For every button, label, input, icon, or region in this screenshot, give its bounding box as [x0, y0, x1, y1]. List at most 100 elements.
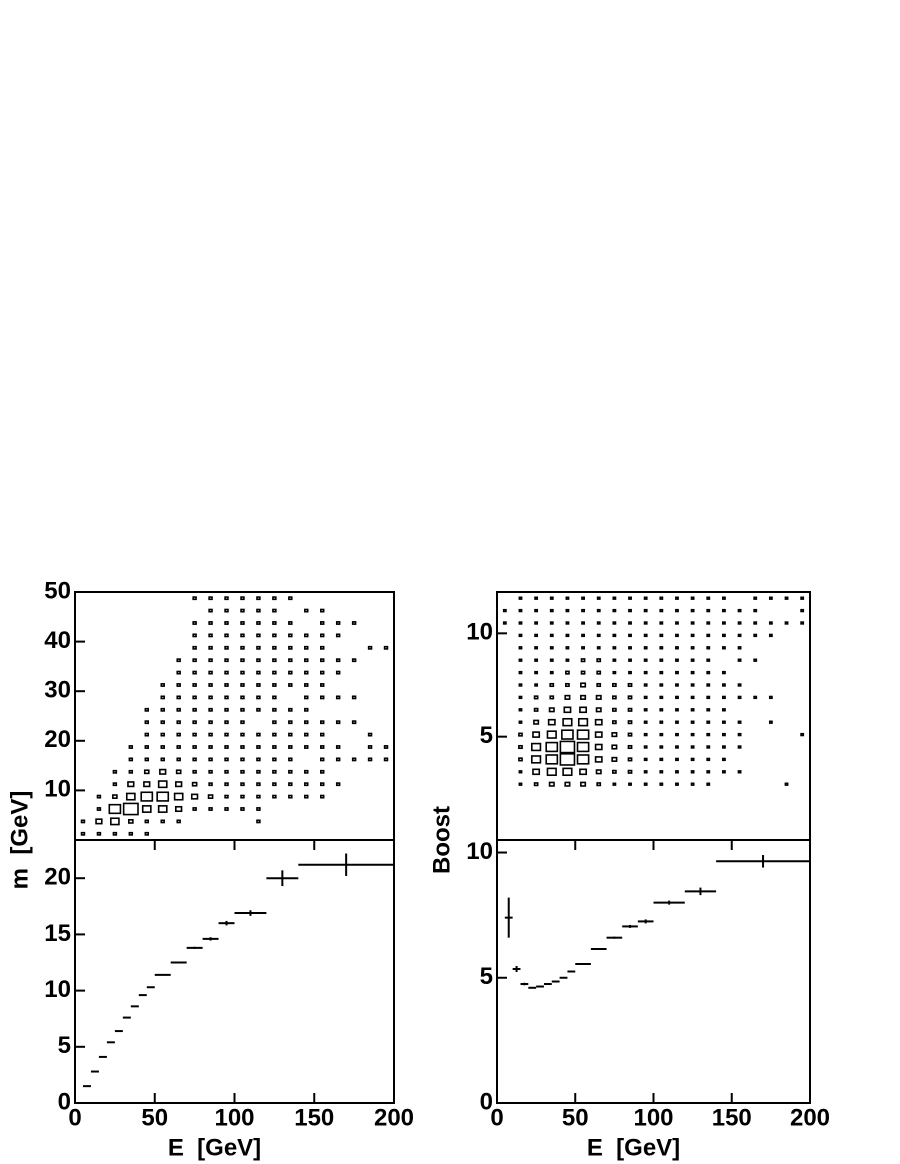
- box: [319, 732, 325, 737]
- box: [288, 732, 293, 737]
- box: [627, 732, 633, 737]
- box: [272, 670, 277, 675]
- box: [112, 769, 118, 774]
- box: [272, 720, 277, 725]
- box: [240, 658, 245, 663]
- box: [319, 695, 325, 700]
- box: [288, 621, 293, 625]
- y-tick-label: 10: [466, 838, 493, 865]
- box: [288, 782, 293, 787]
- box: [192, 695, 197, 700]
- box: [240, 807, 245, 811]
- box: [706, 770, 711, 774]
- box: [127, 819, 134, 824]
- box: [240, 695, 245, 700]
- box: [175, 781, 183, 788]
- box: [706, 720, 711, 724]
- box: [549, 646, 554, 650]
- box: [108, 803, 122, 815]
- box: [288, 645, 293, 650]
- box: [176, 695, 181, 700]
- box: [722, 621, 726, 625]
- box: [628, 646, 632, 650]
- box: [160, 819, 165, 824]
- box: [576, 754, 590, 765]
- box: [532, 731, 541, 738]
- box: [595, 769, 602, 775]
- box: [272, 732, 277, 737]
- box: [533, 782, 539, 787]
- box: [518, 621, 523, 625]
- box: [224, 633, 229, 638]
- box: [240, 608, 245, 613]
- box: [319, 621, 325, 625]
- box: [768, 596, 773, 600]
- box: [722, 633, 726, 638]
- box: [208, 596, 213, 601]
- box: [112, 831, 118, 836]
- box: [176, 683, 181, 687]
- y-tick-label: 5: [58, 1032, 71, 1059]
- box: [335, 695, 341, 700]
- box: [240, 745, 245, 749]
- box: [581, 646, 585, 650]
- box: [549, 682, 555, 688]
- box: [351, 757, 357, 762]
- box: [208, 782, 213, 787]
- box: [335, 720, 341, 725]
- box: [288, 707, 293, 712]
- box: [351, 621, 357, 625]
- box: [565, 646, 570, 650]
- box: [612, 695, 617, 700]
- box: [272, 608, 277, 613]
- box: [144, 732, 150, 737]
- x-tick-label: 200: [790, 1104, 830, 1131]
- box: [319, 757, 325, 762]
- box: [240, 794, 245, 799]
- box: [706, 670, 711, 675]
- box: [690, 745, 695, 749]
- box: [579, 706, 588, 714]
- box: [240, 670, 245, 675]
- box: [737, 633, 742, 638]
- box: [319, 769, 325, 774]
- box: [690, 708, 695, 712]
- box: [224, 596, 229, 601]
- box: [628, 670, 632, 675]
- box: [675, 732, 679, 737]
- box: [690, 732, 695, 737]
- box: [256, 769, 261, 774]
- box: [192, 596, 197, 601]
- box: [176, 819, 181, 824]
- box: [690, 621, 695, 625]
- box: [659, 596, 664, 600]
- box: [125, 792, 136, 801]
- box: [580, 694, 587, 700]
- box: [643, 621, 648, 625]
- box: [643, 757, 648, 762]
- box: [534, 621, 539, 625]
- plot-frame: [496, 591, 811, 841]
- box: [800, 608, 805, 613]
- box: [565, 658, 570, 662]
- box: [224, 745, 229, 749]
- box: [531, 755, 542, 764]
- box: [141, 805, 152, 813]
- box: [224, 720, 229, 725]
- box: [240, 645, 245, 650]
- box: [128, 757, 134, 762]
- box: [722, 646, 726, 650]
- x-tick-label: 50: [141, 1104, 168, 1131]
- y-tick-label: 10: [44, 976, 71, 1003]
- y-tick-label: 5: [480, 963, 493, 990]
- box: [737, 621, 742, 625]
- box: [612, 782, 617, 786]
- box: [800, 732, 805, 737]
- y-tick-label: 20: [44, 864, 71, 891]
- box: [753, 633, 758, 638]
- box: [627, 695, 633, 700]
- box: [224, 732, 229, 737]
- box: [659, 708, 664, 712]
- box: [643, 708, 648, 712]
- box: [256, 645, 261, 650]
